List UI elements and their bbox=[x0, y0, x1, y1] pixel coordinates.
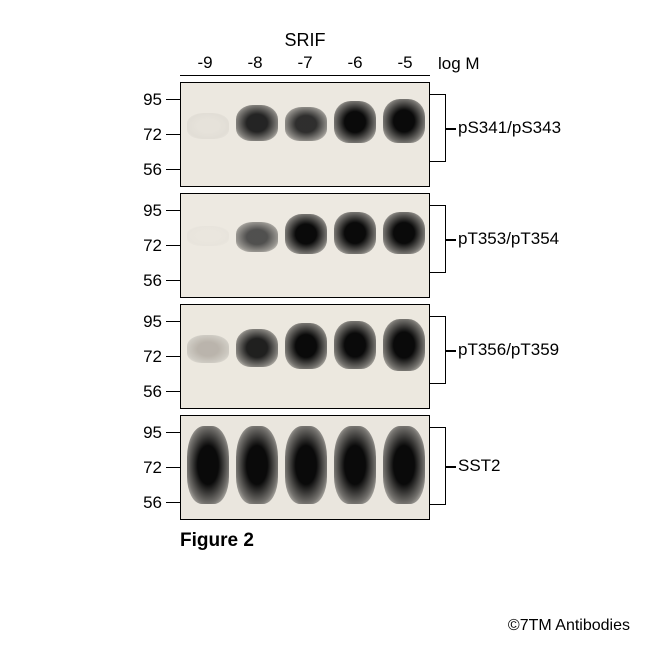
bracket bbox=[430, 316, 446, 384]
mw-marker: 72 bbox=[143, 347, 180, 367]
blot-band bbox=[236, 105, 278, 141]
mw-tick bbox=[166, 210, 180, 212]
blot-row-3: 95 72 56 SST2 bbox=[130, 415, 510, 520]
blot-band bbox=[383, 426, 425, 504]
mw-tick bbox=[166, 356, 180, 358]
mw-markers: 95 72 56 bbox=[130, 415, 180, 520]
blot-band bbox=[187, 226, 229, 246]
mw-tick bbox=[166, 467, 180, 469]
bracket bbox=[430, 205, 446, 273]
mw-markers: 95 72 56 bbox=[130, 304, 180, 409]
mw-tick bbox=[166, 134, 180, 136]
blot-band bbox=[187, 113, 229, 139]
mw-marker: 72 bbox=[143, 458, 180, 478]
logm-label: log M bbox=[438, 54, 480, 74]
conc-2: -7 bbox=[285, 53, 325, 73]
bracket bbox=[430, 427, 446, 505]
blot-panel bbox=[180, 304, 430, 409]
blot-band bbox=[236, 329, 278, 367]
blot-row-0: 957256pS341/pS343 bbox=[130, 82, 510, 187]
panel-label: SST2 bbox=[458, 456, 501, 476]
mw-marker: 95 bbox=[143, 201, 180, 221]
mw-marker: 95 bbox=[143, 423, 180, 443]
panel-label: pT353/pT354 bbox=[458, 229, 559, 249]
blot-band bbox=[285, 107, 327, 141]
mw-tick bbox=[166, 391, 180, 393]
blot-band bbox=[187, 426, 229, 504]
blot-band bbox=[236, 222, 278, 252]
concentration-labels: -9 -8 -7 -6 -5 bbox=[180, 51, 430, 76]
mw-marker: 95 bbox=[143, 90, 180, 110]
mw-markers: 95 72 56 bbox=[130, 82, 180, 187]
blot-band bbox=[187, 335, 229, 363]
mw-marker: 56 bbox=[143, 271, 180, 291]
mw-tick bbox=[166, 169, 180, 171]
mw-tick bbox=[166, 321, 180, 323]
mw-marker: 56 bbox=[143, 493, 180, 513]
conc-0: -9 bbox=[185, 53, 225, 73]
mw-tick bbox=[166, 99, 180, 101]
mw-marker: 95 bbox=[143, 312, 180, 332]
conc-4: -5 bbox=[385, 53, 425, 73]
panel-label: pS341/pS343 bbox=[458, 118, 561, 138]
blot-panel bbox=[180, 82, 430, 187]
conc-1: -8 bbox=[235, 53, 275, 73]
mw-marker: 72 bbox=[143, 125, 180, 145]
mw-tick bbox=[166, 502, 180, 504]
blot-panel bbox=[180, 415, 430, 520]
blot-row-1: 957256pT353/pT354 bbox=[130, 193, 510, 298]
conc-3: -6 bbox=[335, 53, 375, 73]
blot-row-2: 957256pT356/pT359 bbox=[130, 304, 510, 409]
blot-band bbox=[383, 99, 425, 143]
figure-container: SRIF -9 -8 -7 -6 -5 log M 957256pS341/pS… bbox=[130, 30, 510, 552]
treatment-label: SRIF bbox=[180, 30, 430, 51]
mw-marker: 56 bbox=[143, 160, 180, 180]
blot-band bbox=[383, 319, 425, 371]
panels-host: 957256pS341/pS343957256pT353/pT354957256… bbox=[130, 82, 510, 520]
blot-band bbox=[334, 212, 376, 254]
mw-markers: 95 72 56 bbox=[130, 193, 180, 298]
mw-tick bbox=[166, 245, 180, 247]
copyright-text: ©7TM Antibodies bbox=[508, 617, 630, 635]
mw-tick bbox=[166, 280, 180, 282]
blot-band bbox=[334, 101, 376, 143]
header-row: -9 -8 -7 -6 -5 log M bbox=[180, 51, 510, 76]
blot-band bbox=[334, 426, 376, 504]
blot-band bbox=[285, 323, 327, 369]
mw-marker: 56 bbox=[143, 382, 180, 402]
panel-label: pT356/pT359 bbox=[458, 340, 559, 360]
figure-caption: Figure 2 bbox=[180, 530, 430, 552]
blot-band bbox=[236, 426, 278, 504]
blot-panel bbox=[180, 193, 430, 298]
blot-band bbox=[383, 212, 425, 254]
blot-band bbox=[285, 214, 327, 254]
mw-tick bbox=[166, 432, 180, 434]
blot-band bbox=[334, 321, 376, 369]
mw-marker: 72 bbox=[143, 236, 180, 256]
bracket bbox=[430, 94, 446, 162]
blot-band bbox=[285, 426, 327, 504]
